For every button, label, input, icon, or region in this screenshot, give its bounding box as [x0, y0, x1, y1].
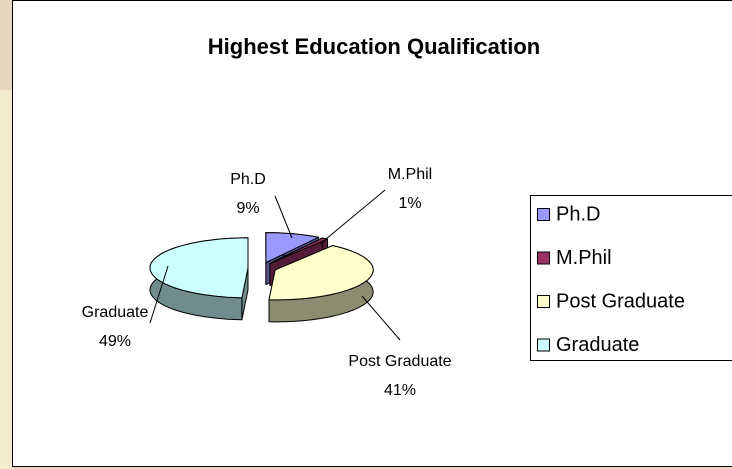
data-label-name: M.Phil	[388, 166, 432, 183]
leader-line	[149, 265, 169, 324]
legend-swatch	[537, 338, 550, 352]
legend-label: Post Graduate	[556, 290, 685, 312]
chart-title: Highest Education Qualification	[208, 34, 540, 59]
legend-swatch	[537, 295, 550, 308]
data-label-name: Graduate	[82, 304, 149, 321]
side-strip	[0, 90, 12, 469]
legend-label: M.Phil	[556, 247, 612, 269]
legend	[530, 195, 732, 361]
legend-label: Ph.D	[556, 203, 600, 225]
data-label-name: Ph.D	[230, 171, 266, 188]
legend-label: Graduate	[556, 334, 639, 356]
data-label: 9%	[236, 200, 259, 217]
pie-slice	[149, 237, 249, 299]
leader-line	[319, 189, 386, 245]
data-label-name: Post Graduate	[348, 353, 451, 370]
legend-swatch	[537, 251, 550, 265]
pie-slice	[268, 245, 374, 301]
data-label: 49%	[99, 333, 131, 350]
pie-slice	[265, 232, 319, 264]
leader-line	[361, 295, 401, 341]
data-label: 41%	[384, 382, 416, 399]
pie-slice	[269, 237, 328, 264]
data-label: 1%	[398, 195, 421, 212]
legend-swatch	[537, 208, 550, 221]
leader-line	[274, 195, 293, 239]
